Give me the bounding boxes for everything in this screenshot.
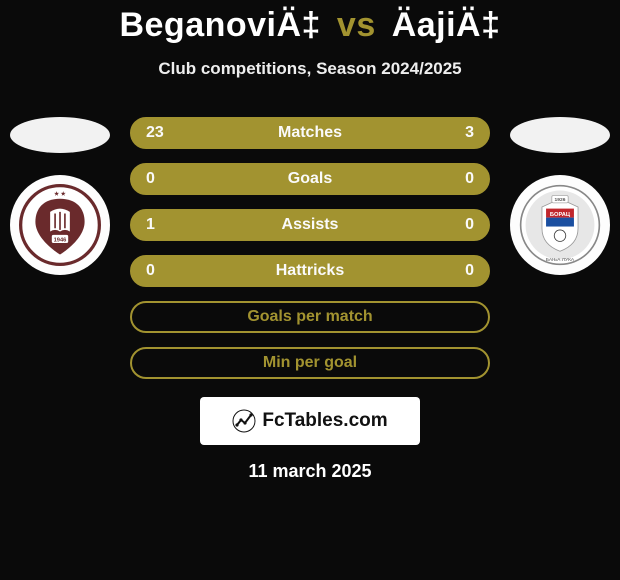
stat-left-value: 0 [146, 170, 155, 188]
svg-text:БОРАЦ: БОРАЦ [550, 212, 571, 218]
vs-text: vs [337, 6, 376, 44]
comparison-main: 1946 ★ ★ БОРАЦ 1926 БАЊА ЛУКА [0, 117, 620, 482]
date-text: 11 march 2025 [0, 461, 620, 482]
branding-badge: FcTables.com [200, 397, 420, 445]
svg-text:БАЊА ЛУКА: БАЊА ЛУКА [546, 257, 575, 263]
stat-row-hattricks: 0 Hattricks 0 [130, 255, 490, 287]
player2-club-crest: БОРАЦ 1926 БАЊА ЛУКА [510, 175, 610, 275]
player2-avatar [510, 117, 610, 153]
stat-right-value: 3 [465, 124, 474, 142]
subtitle: Club competitions, Season 2024/2025 [0, 59, 620, 79]
stat-label: Assists [132, 216, 488, 234]
stats-column: 23 Matches 3 0 Goals 0 1 Assists 0 0 Hat… [130, 117, 490, 379]
stat-label: Goals per match [132, 308, 488, 326]
chart-icon [232, 409, 256, 433]
stat-row-goals: 0 Goals 0 [130, 163, 490, 195]
stat-left-value: 1 [146, 216, 155, 234]
stat-row-min-per-goal: Min per goal [130, 347, 490, 379]
right-side: БОРАЦ 1926 БАЊА ЛУКА [500, 117, 620, 275]
stat-left-value: 0 [146, 262, 155, 280]
borac-crest-icon: БОРАЦ 1926 БАЊА ЛУКА [519, 184, 601, 266]
stat-row-assists: 1 Assists 0 [130, 209, 490, 241]
stat-right-value: 0 [465, 170, 474, 188]
svg-text:★ ★: ★ ★ [54, 190, 67, 197]
svg-text:1946: 1946 [54, 237, 67, 243]
branding-text: FcTables.com [262, 410, 387, 432]
player1-club-crest: 1946 ★ ★ [10, 175, 110, 275]
player1-name: BeganoviÄ‡ [119, 6, 321, 44]
stat-label: Matches [132, 124, 488, 142]
stat-row-matches: 23 Matches 3 [130, 117, 490, 149]
stat-label: Goals [132, 170, 488, 188]
player1-avatar [10, 117, 110, 153]
page-title: BeganoviÄ‡ vs ÄajiÄ‡ [0, 0, 620, 45]
svg-text:1926: 1926 [555, 197, 566, 203]
stat-label: Min per goal [132, 354, 488, 372]
stat-label: Hattricks [132, 262, 488, 280]
stat-right-value: 0 [465, 216, 474, 234]
left-side: 1946 ★ ★ [0, 117, 120, 275]
stat-row-goals-per-match: Goals per match [130, 301, 490, 333]
sarajevo-crest-icon: 1946 ★ ★ [19, 184, 101, 266]
stat-right-value: 0 [465, 262, 474, 280]
stat-left-value: 23 [146, 124, 164, 142]
player2-name: ÄajiÄ‡ [392, 6, 501, 44]
